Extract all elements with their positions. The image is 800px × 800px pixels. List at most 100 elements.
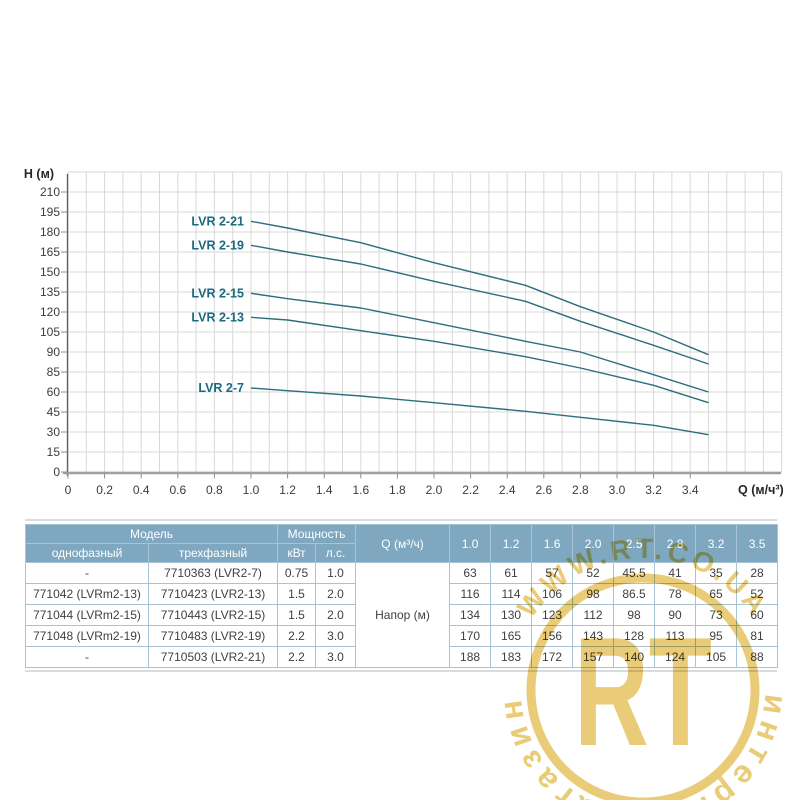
cell-head-value: 157 [572,646,615,668]
header-model-group: Модель [24,524,279,544]
header-single-phase: однофазный [25,543,149,563]
cell-head-value: 106 [531,583,574,605]
cell-head-value: 95 [695,625,738,647]
cell-head-value: 88 [736,646,779,668]
curve-lvr-2-21 [250,220,709,356]
chart-grid [67,171,783,473]
y-tick-label: 60 [47,385,61,399]
cell-kw: 2.2 [277,625,317,647]
x-tick-label: 2.4 [499,483,516,497]
cell-head-value: 52 [572,562,615,584]
header-q-value: 3.5 [736,524,779,563]
cell-three-phase: 7710363 (LVR2-7) [147,562,279,584]
curve-label-lvr-2-21: LVR 2-21 [191,214,244,228]
y-tick-label: 85 [47,365,61,379]
svg-text:интернет магазин: интернет магазин [492,692,795,800]
cell-head-value: 78 [654,583,697,605]
curve-lvr-2-15 [250,292,709,393]
cell-head-value: 134 [449,604,492,626]
cell-head-value: 114 [490,583,533,605]
x-tick-label: 1.8 [389,483,406,497]
cell-head-value: 188 [449,646,492,668]
table-top-rule [25,519,777,521]
cell-head-value: 73 [695,604,738,626]
header-q-label: Q (м³/ч) [355,524,451,563]
cell-single-phase: 771042 (LVRm2-13) [25,583,149,605]
cell-hp: 2.0 [315,583,357,605]
curve-label-lvr-2-19: LVR 2-19 [191,238,244,252]
x-tick-label: 0 [65,483,72,497]
cell-head-value: 45.5 [613,562,656,584]
x-tick-label: 2.6 [535,483,552,497]
y-tick-label: 165 [40,245,60,259]
y-tick-label: 0 [53,465,60,479]
cell-head-value: 81 [736,625,779,647]
header-hp: л.с. [315,543,357,563]
cell-head-value: 105 [695,646,738,668]
header-q-value: 2.5 [613,524,656,563]
cell-head-value: 143 [572,625,615,647]
cell-head-value: 57 [531,562,574,584]
header-kw: кВт [277,543,317,563]
y-tick-label: 90 [47,345,61,359]
cell-kw: 1.5 [277,604,317,626]
cell-hp: 3.0 [315,625,357,647]
x-tick-label: 2.0 [426,483,443,497]
header-q-value: 2.0 [572,524,615,563]
x-tick-label: 2.2 [462,483,479,497]
y-tick-label: 45 [47,405,61,419]
x-tick-label: 2.8 [572,483,589,497]
x-tick-label: 1.0 [243,483,260,497]
cell-three-phase: 7710423 (LVR2-13) [147,583,279,605]
y-tick-label: 120 [40,305,60,319]
cell-kw: 1.5 [277,583,317,605]
table-header-row-1: Модель Мощность Q (м³/ч) 1.0 1.2 1.6 2.0… [24,524,779,563]
cell-head-value: 98 [613,604,656,626]
cell-head-value: 35 [695,562,738,584]
cell-head-value: 128 [613,625,656,647]
curve-lvr-2-19 [250,244,709,365]
curve-label-lvr-2-7: LVR 2-7 [198,381,244,395]
y-axis-title: H (м) [24,167,54,181]
x-axis-title: Q (м/ч³) [738,483,784,497]
y-tick-label: 180 [40,225,60,239]
table-row: -7710363 (LVR2-7) 0.75 1.0 Напор (м) 63 61 57 5… [25,562,779,668]
cell-head-value: 41 [654,562,697,584]
cell-hp: 3.0 [315,646,357,668]
cell-head-value: 52 [736,583,779,605]
cell-single-phase: 771048 (LVRm2-19) [25,625,149,647]
cell-head-value: 98 [572,583,615,605]
x-tick-label: 0.6 [169,483,186,497]
y-tick-label: 135 [40,285,60,299]
y-tick-label: 195 [40,205,60,219]
cell-head-value: 90 [654,604,697,626]
cell-head-value: 28 [736,562,779,584]
cell-napor-label: Напор (м) [355,562,451,668]
cell-hp: 2.0 [315,604,357,626]
cell-head-value: 61 [490,562,533,584]
header-q-value: 1.6 [531,524,574,563]
x-tick-label: 0.8 [206,483,223,497]
header-q-value: 1.0 [449,524,492,563]
cell-head-value: 170 [449,625,492,647]
cell-head-value: 65 [695,583,738,605]
cell-head-value: 86.5 [613,583,656,605]
x-tick-label: 0.4 [133,483,150,497]
spec-table-container: Модель Мощность Q (м³/ч) 1.0 1.2 1.6 2.0… [24,524,779,668]
header-power-group: Мощность [277,524,357,544]
cell-head-value: 124 [654,646,697,668]
header-q-value: 3.2 [695,524,738,563]
chart-axes: 0 0.2 0.4 0.6 0.8 1.0 1.2 1.4 1.6 1.8 2.0 2.2 2.4 2.6… [40,174,781,497]
y-tick-label: 30 [47,425,61,439]
chart-curves: LVR 2-21 LVR 2-19 LVR 2-15 LVR 2-13 LVR 2-7 [191,214,709,436]
header-q-value: 2.8 [654,524,697,563]
cell-kw: 0.75 [277,562,317,584]
y-tick-label: 105 [40,325,60,339]
cell-three-phase: 7710503 (LVR2-21) [147,646,279,668]
table-bottom-rule [25,670,777,672]
cell-head-value: 112 [572,604,615,626]
y-tick-label: 150 [40,265,60,279]
cell-head-value: 116 [449,583,492,605]
cell-head-value: 113 [654,625,697,647]
pump-spec-table: Модель Мощность Q (м³/ч) 1.0 1.2 1.6 2.0… [24,524,779,668]
